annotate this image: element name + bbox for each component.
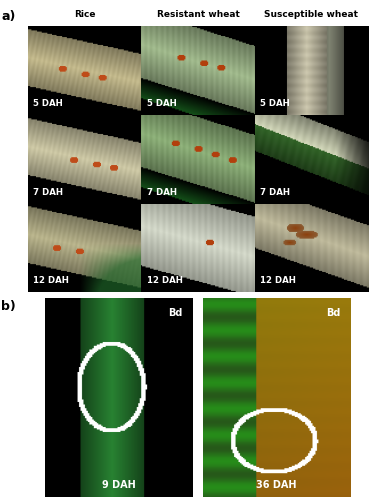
Text: 5 DAH: 5 DAH [260,99,290,108]
Text: Bd: Bd [169,308,183,318]
Text: 7 DAH: 7 DAH [260,188,290,196]
Text: 12 DAH: 12 DAH [260,276,296,285]
Text: 12 DAH: 12 DAH [147,276,183,285]
Text: 5 DAH: 5 DAH [33,99,63,108]
Text: 36 DAH: 36 DAH [256,480,297,490]
Text: Resistant wheat: Resistant wheat [157,10,239,19]
Text: 7 DAH: 7 DAH [147,188,177,196]
Text: 5 DAH: 5 DAH [147,99,176,108]
Text: b): b) [1,300,16,313]
Text: Bd: Bd [326,308,340,318]
Text: 7 DAH: 7 DAH [33,188,63,196]
Text: Susceptible wheat: Susceptible wheat [265,10,359,19]
Text: a): a) [1,10,16,22]
Text: 9 DAH: 9 DAH [102,480,136,490]
Text: Rice: Rice [74,10,95,19]
Text: 12 DAH: 12 DAH [33,276,69,285]
